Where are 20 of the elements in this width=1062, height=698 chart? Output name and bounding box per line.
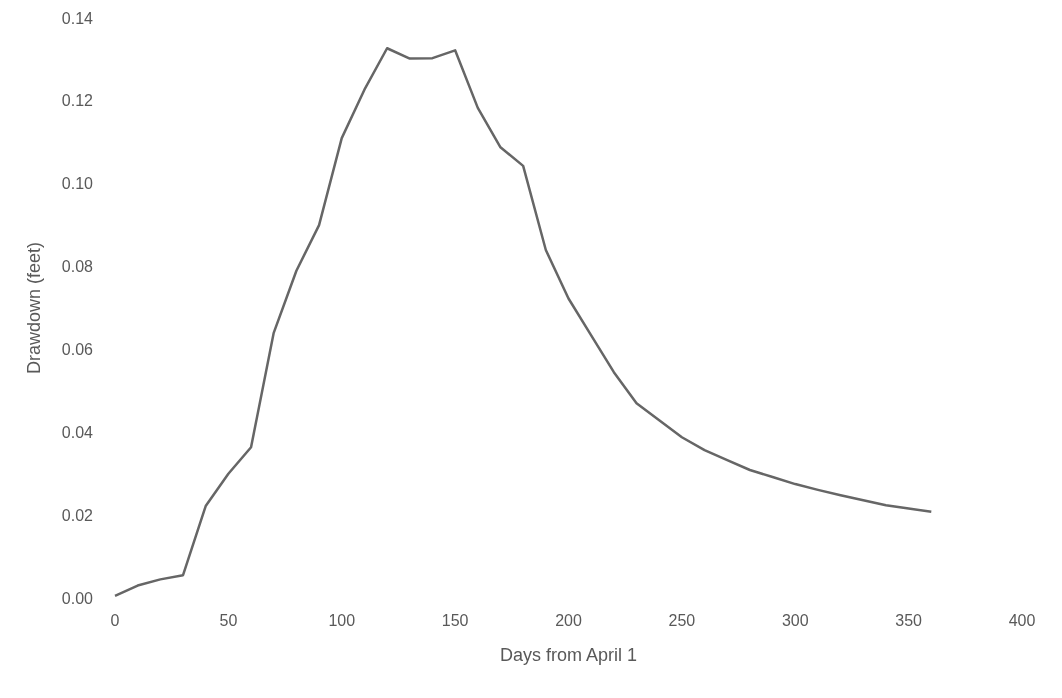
x-tick-label: 100: [328, 611, 356, 629]
y-tick-label: 0.02: [61, 506, 94, 524]
x-tick-label: 200: [555, 611, 582, 629]
y-tick-label: 0.06: [61, 340, 94, 358]
x-axis-title: Days from April 1: [499, 645, 638, 665]
y-tick-label: 0.12: [61, 92, 94, 110]
x-tick-label: 350: [895, 611, 923, 629]
x-tick-label: 400: [1008, 611, 1036, 629]
x-tick-label: 300: [781, 611, 809, 629]
y-axis-title: Drawdown (feet): [24, 241, 44, 375]
y-tick-label: 0.04: [61, 423, 94, 441]
x-tick-label: 150: [441, 611, 469, 629]
y-tick-label: 0.10: [61, 175, 94, 193]
x-tick-label: 0: [110, 611, 120, 629]
y-tick-label: 0.14: [61, 9, 94, 27]
x-tick-label: 50: [219, 611, 238, 629]
x-tick-label: 250: [668, 611, 696, 629]
line-series: [113, 46, 933, 598]
y-tick-label: 0.00: [61, 589, 94, 607]
y-tick-label: 0.08: [61, 258, 94, 276]
